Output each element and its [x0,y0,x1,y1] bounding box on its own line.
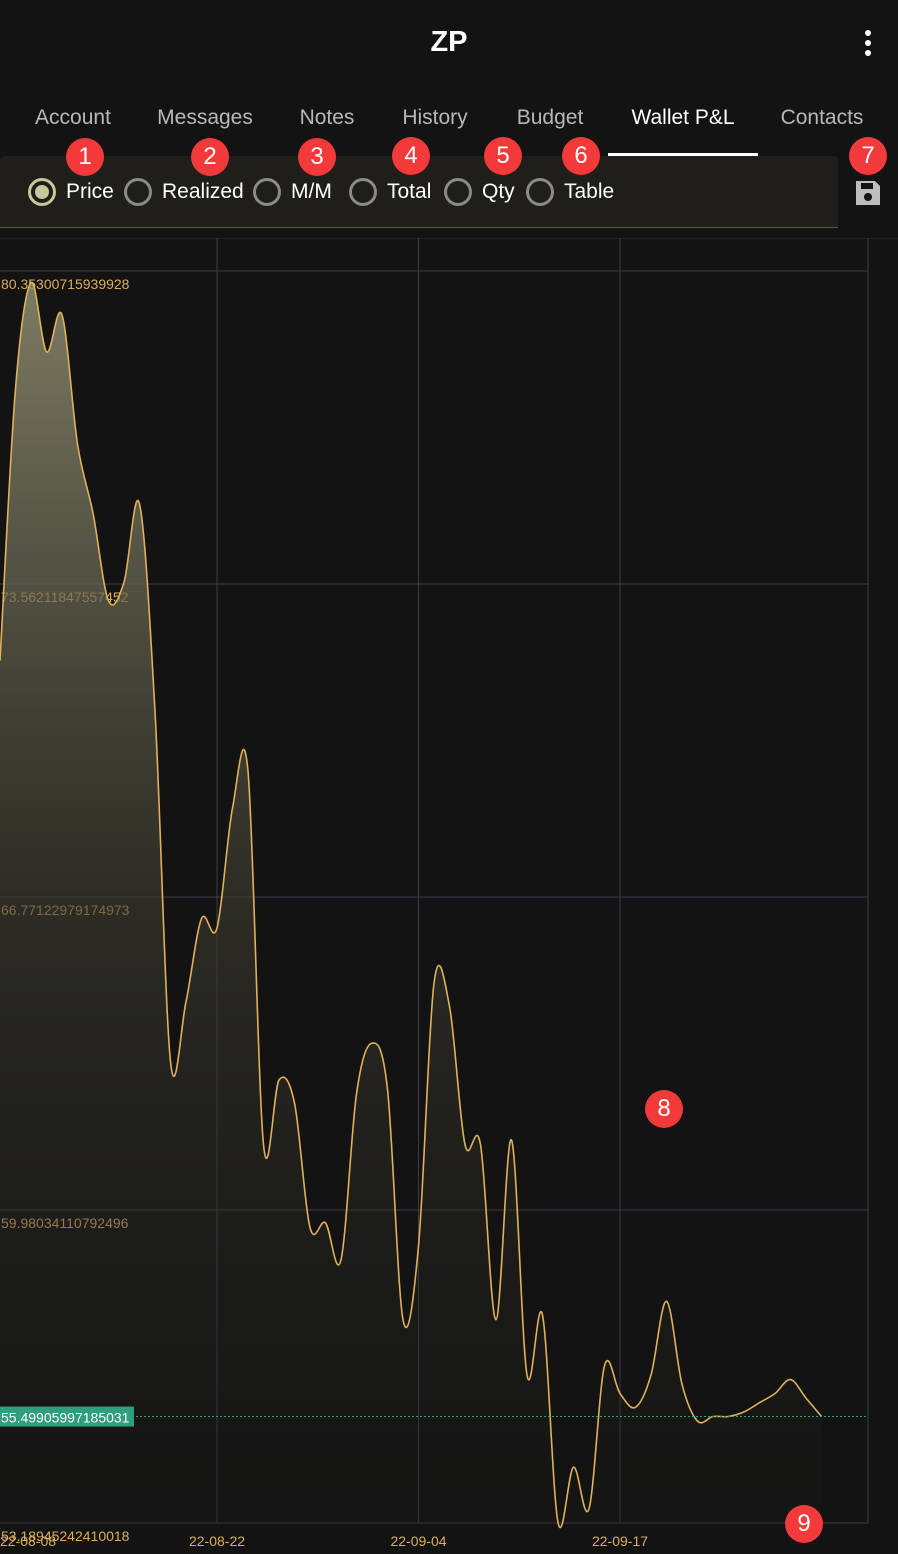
y-tick-label: 80.35300715939928 [1,276,130,292]
x-tick-label: 22-08-22 [189,1533,245,1549]
price-line [0,281,823,1528]
tab-bar: Account Messages Notes History Budget Wa… [0,96,898,158]
app-header: ZP [0,0,898,90]
radio-price[interactable]: Price [28,177,114,207]
tab-history[interactable]: History [402,106,468,129]
x-tick-label: 22-08-08 [0,1533,56,1549]
radio-realized[interactable]: Realized [124,177,244,207]
current-value-badge [0,1406,134,1427]
annotation-badge: 6 [562,137,600,175]
tab-account[interactable]: Account [35,106,111,129]
radio-label: Price [66,180,114,203]
annotation-badge: 1 [66,138,104,176]
current-value-label: 55.49905997185031 [1,1410,130,1426]
more-vertical-icon[interactable] [855,28,881,58]
radio-circle [253,178,281,206]
annotation-badge: 5 [484,137,522,175]
tab-contacts[interactable]: Contacts [780,106,864,129]
radio-label: Table [564,180,615,203]
radio-label: M/M [291,180,332,203]
x-tick-label: 22-09-17 [592,1533,648,1549]
y-tick-label: 53.18945242410018 [1,1528,130,1544]
tab-budget[interactable]: Budget [516,106,584,129]
annotation-badge: 3 [298,138,336,176]
radio-label: Qty [482,180,515,203]
radio-circle [349,178,377,206]
radio-label: Total [387,180,432,203]
annotation-badge: 8 [645,1090,683,1128]
save-icon[interactable] [853,178,883,208]
radio-circle [526,178,554,206]
radio-table[interactable]: Table [526,177,614,207]
radio-label: Realized [162,180,244,203]
x-tick-label: 22-09-04 [390,1533,446,1549]
radio-circle [124,178,152,206]
radio-circle [444,178,472,206]
chart-mode-selector: Price Realized M/M Total Qty Table [0,156,838,228]
annotation-badge: 2 [191,138,229,176]
radio-circle [28,178,56,206]
active-tab-indicator [608,153,758,156]
radio-total[interactable]: Total [349,177,431,207]
annotation-badge: 4 [392,137,430,175]
tab-messages[interactable]: Messages [157,106,253,129]
tab-notes[interactable]: Notes [299,106,355,129]
page-title: ZP [430,26,468,58]
annotation-badge: 9 [785,1505,823,1543]
price-area-fill [0,282,822,1528]
tab-wallet-pl[interactable]: Wallet P&L [631,106,735,129]
price-chart[interactable]: 80.3530071593992873.5621184755745266.771… [0,238,898,1554]
annotation-badge: 7 [849,137,887,175]
radio-qty[interactable]: Qty [444,177,515,207]
radio-mm[interactable]: M/M [253,177,332,207]
